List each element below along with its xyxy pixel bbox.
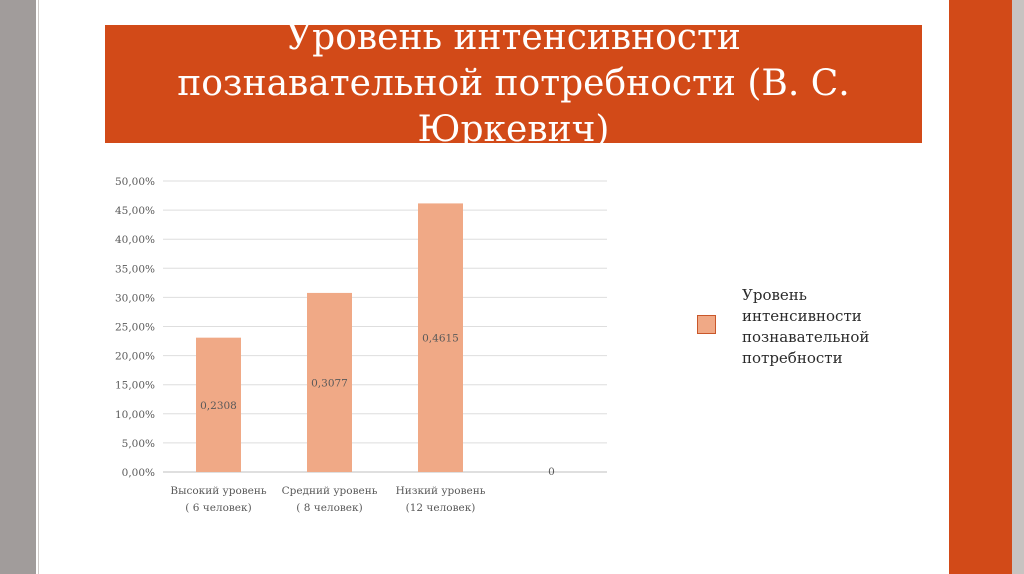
title-banner: Уровень интенсивности познавательной пот… xyxy=(105,17,922,150)
slide-title: Уровень интенсивности познавательной пот… xyxy=(177,17,850,150)
right-accent-bar xyxy=(949,0,1024,574)
y-tick-label: 40,00% xyxy=(115,234,155,246)
y-tick-label: 5,00% xyxy=(122,438,155,450)
y-tick-label: 25,00% xyxy=(115,322,155,334)
data-label: 0,3077 xyxy=(311,377,348,389)
data-label: 0,2308 xyxy=(200,400,237,412)
data-label: 0 xyxy=(548,466,555,478)
y-tick-label: 35,00% xyxy=(115,263,155,275)
legend-label: Уровень интенсивности познавательной пот… xyxy=(742,286,870,367)
y-tick-label: 50,00% xyxy=(115,176,155,188)
data-label: 0,4615 xyxy=(422,333,459,345)
right-edge-strip xyxy=(1012,0,1024,574)
left-accent-bar xyxy=(0,0,36,574)
y-tick-label: 0,00% xyxy=(122,467,155,479)
x-category-label: Низкий уровень xyxy=(396,485,486,497)
y-tick-label: 45,00% xyxy=(115,205,155,217)
left-divider-line xyxy=(38,0,39,574)
x-category-label: (12 человек) xyxy=(406,502,476,514)
y-tick-label: 20,00% xyxy=(115,351,155,363)
bar xyxy=(196,337,241,472)
bar xyxy=(307,292,352,472)
y-tick-label: 15,00% xyxy=(115,380,155,392)
y-tick-label: 30,00% xyxy=(115,292,155,304)
x-category-label: Высокий уровень xyxy=(170,485,267,497)
x-category-label: ( 6 человек) xyxy=(185,502,251,514)
chart-legend: Уровень интенсивности познавательной пот… xyxy=(697,285,912,369)
x-category-label: ( 8 человек) xyxy=(296,502,362,514)
x-category-label: Средний уровень xyxy=(282,485,378,497)
bar xyxy=(418,203,463,473)
legend-swatch xyxy=(697,315,716,334)
y-tick-label: 10,00% xyxy=(115,409,155,421)
